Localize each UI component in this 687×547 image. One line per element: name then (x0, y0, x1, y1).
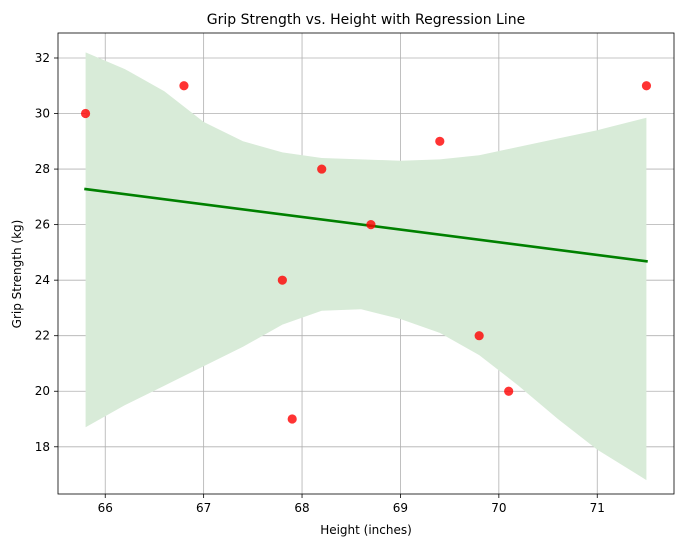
y-axis-label: Grip Strength (kg) (10, 220, 24, 329)
regression-line (84, 187, 648, 263)
data-point (179, 81, 189, 91)
y-tick-label: 18 (35, 440, 50, 454)
plot-frame (57, 32, 675, 495)
x-axis-label: Height (inches) (320, 523, 412, 537)
data-point (435, 136, 445, 146)
x-tick-label: 69 (393, 501, 408, 515)
y-tick-label: 24 (35, 273, 50, 287)
x-tick-label: 70 (491, 501, 506, 515)
x-tick-label: 71 (590, 501, 605, 515)
data-point (287, 414, 297, 424)
data-point (366, 220, 376, 230)
axes-frame (57, 32, 675, 495)
y-tick-label: 26 (35, 218, 50, 232)
data-point (317, 164, 327, 174)
data-point (504, 386, 514, 396)
confidence-band-layer (85, 52, 647, 481)
y-axis-ticks: 18 20 22 24 26 28 30 32 (35, 51, 58, 454)
data-point (80, 108, 91, 119)
y-tick-label: 28 (35, 162, 50, 176)
confidence-band (85, 52, 647, 481)
x-tick-label: 67 (196, 501, 211, 515)
scatter-points (80, 81, 652, 424)
data-point (474, 331, 484, 341)
y-tick-label: 30 (35, 107, 50, 121)
x-tick-label: 66 (98, 501, 113, 515)
data-point (277, 275, 287, 285)
chart-title: Grip Strength vs. Height with Regression… (207, 12, 525, 28)
data-point (641, 81, 652, 91)
y-tick-label: 32 (35, 51, 50, 65)
x-axis-ticks: 66 67 68 69 70 71 (98, 494, 605, 515)
x-tick-label: 68 (294, 501, 309, 515)
y-tick-label: 20 (35, 384, 50, 398)
regression-line-layer (84, 187, 648, 263)
y-tick-label: 22 (35, 329, 50, 343)
